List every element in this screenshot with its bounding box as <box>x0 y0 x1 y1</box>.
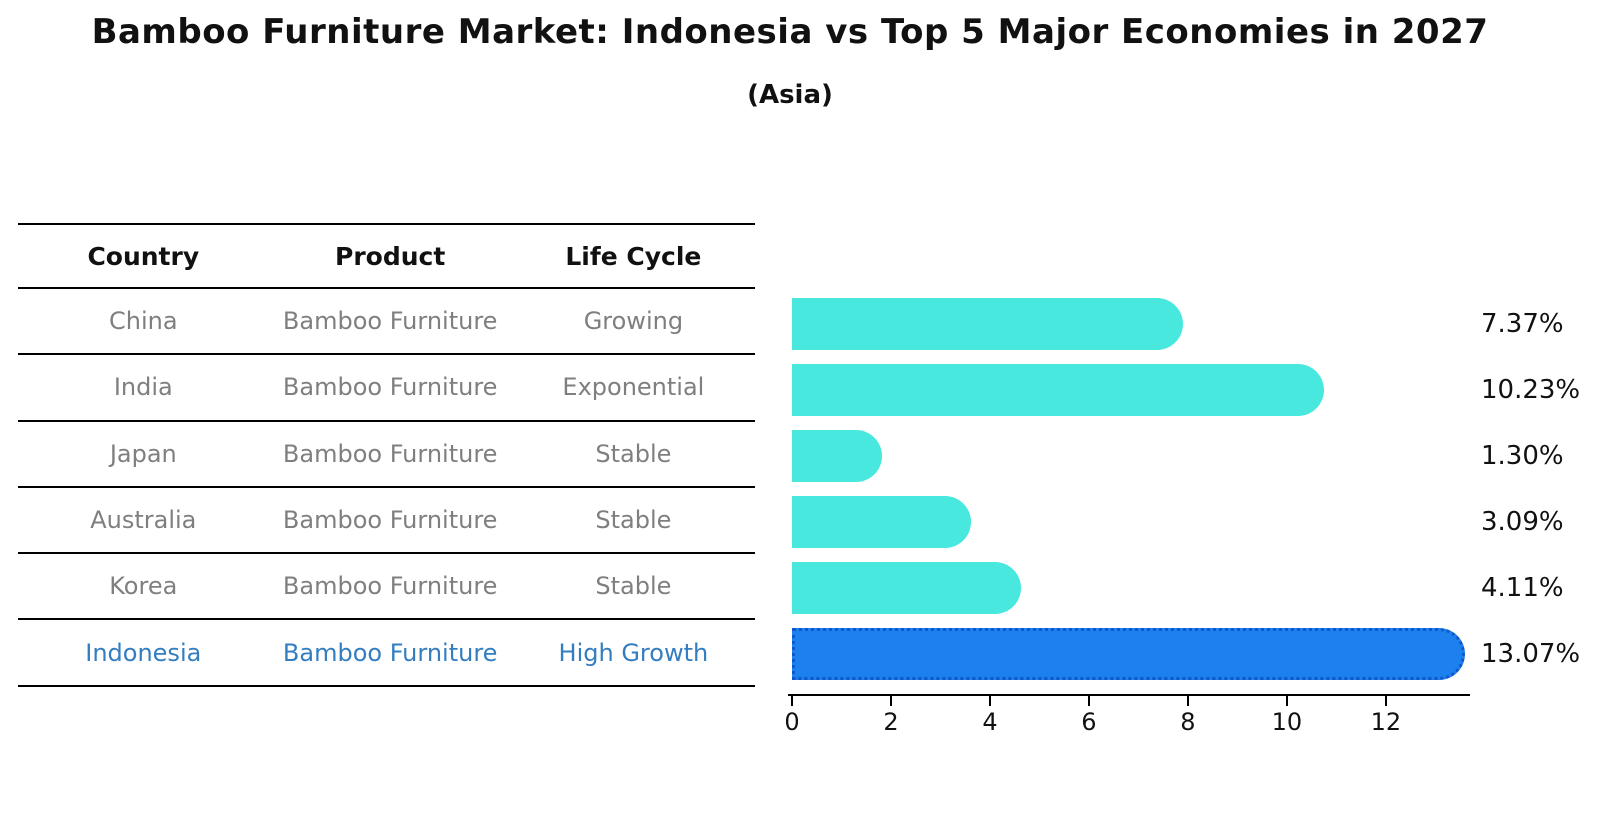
table-cell-country: India <box>113 373 173 402</box>
bar-value-label-india: 10.23% <box>1481 375 1581 405</box>
bar-value-label-china: 7.37% <box>1481 309 1564 339</box>
x-axis: 0 2 4 6 8 10 12 <box>784 696 1470 746</box>
table-cell-country: Japan <box>109 439 177 468</box>
table-cell-product: Bamboo Furniture <box>282 307 498 336</box>
x-axis-tick <box>1285 696 1288 706</box>
x-axis-tick <box>1186 696 1189 706</box>
x-axis-tick-label: 12 <box>1370 708 1402 736</box>
bar-india <box>792 364 1325 416</box>
bar-japan <box>792 430 883 482</box>
bar-value-label-korea: 4.11% <box>1481 573 1564 603</box>
bar-china <box>792 298 1183 350</box>
table-row-korea: Korea Bamboo Furniture Stable <box>18 554 755 621</box>
chart-subtitle: (Asia) <box>747 80 833 110</box>
table-row-australia: Australia Bamboo Furniture Stable <box>18 488 755 555</box>
x-axis-tick <box>1087 696 1090 706</box>
column-header-product: Product <box>335 241 446 271</box>
x-axis-tick-label: 8 <box>1180 708 1196 736</box>
table-cell-product: Bamboo Furniture <box>282 638 498 667</box>
comparison-table: Country Product Life Cycle China Bamboo F… <box>18 223 755 687</box>
table-row-china: China Bamboo Furniture Growing <box>18 289 755 356</box>
table-cell-life-cycle: Stable <box>595 506 672 535</box>
table-row-india: India Bamboo Furniture Exponential <box>18 355 755 422</box>
bar-australia <box>792 496 971 548</box>
table-cell-life-cycle: High Growth <box>558 638 709 667</box>
table-cell-life-cycle: Growing <box>583 307 684 336</box>
table-row-japan: Japan Bamboo Furniture Stable <box>18 422 755 488</box>
chart-title: Bamboo Furniture Market: Indonesia vs To… <box>91 12 1489 52</box>
x-axis-tick <box>988 696 991 706</box>
table-cell-country: Indonesia <box>85 638 202 667</box>
x-axis-line <box>788 694 1470 696</box>
table-cell-country: Australia <box>90 506 197 535</box>
x-axis-tick-label: 4 <box>982 708 998 736</box>
table-cell-country: China <box>109 307 178 336</box>
column-header-life-cycle: Life Cycle <box>565 241 702 271</box>
x-axis-tick <box>1384 696 1387 706</box>
x-axis-tick-label: 6 <box>1081 708 1097 736</box>
table-row-indonesia: Indonesia Bamboo Furniture High Growth <box>18 620 755 687</box>
x-axis-tick <box>889 696 892 706</box>
table-cell-product: Bamboo Furniture <box>282 439 498 468</box>
bar-indonesia <box>792 628 1465 680</box>
bar-value-label-australia: 3.09% <box>1481 507 1564 537</box>
table-cell-product: Bamboo Furniture <box>282 506 498 535</box>
bar-value-label-japan: 1.30% <box>1481 441 1564 471</box>
table-cell-country: Korea <box>109 572 178 601</box>
table-header-row: Country Product Life Cycle <box>18 223 755 289</box>
table-cell-life-cycle: Stable <box>595 572 672 601</box>
x-axis-tick-label: 2 <box>883 708 899 736</box>
x-axis-tick <box>791 696 793 706</box>
table-cell-product: Bamboo Furniture <box>282 572 498 601</box>
table-cell-product: Bamboo Furniture <box>282 373 498 402</box>
bar-value-label-indonesia: 13.07% <box>1481 639 1581 669</box>
x-axis-tick-label: 10 <box>1271 708 1303 736</box>
bar-plot: 7.37% 10.23% 1.30% 3.09% 4.11% 13.07% <box>792 290 1580 695</box>
bar-korea <box>792 562 1022 614</box>
column-header-country: Country <box>87 241 200 271</box>
table-body: China Bamboo Furniture Growing India Bamboo … <box>18 289 755 687</box>
x-axis-tick-label: 0 <box>784 708 800 736</box>
table-cell-life-cycle: Exponential <box>562 373 705 402</box>
table-cell-life-cycle: Stable <box>595 439 672 468</box>
